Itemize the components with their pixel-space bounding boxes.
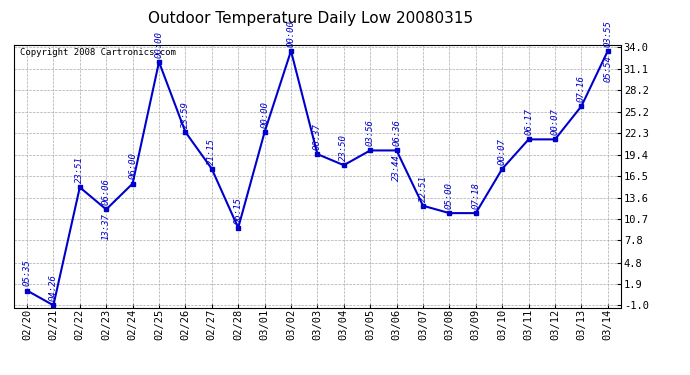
Text: 00:00: 00:00 [260,101,269,128]
Text: 07:16: 07:16 [577,75,586,102]
Text: 00:07: 00:07 [497,138,506,165]
Text: 23:59: 23:59 [181,101,190,128]
Text: 00:07: 00:07 [551,108,560,135]
Text: 00:00: 00:00 [155,31,164,58]
Text: 23:51: 23:51 [75,156,84,183]
Text: 21:15: 21:15 [207,138,216,165]
Text: 23:44: 23:44 [392,154,401,182]
Text: 06:00: 06:00 [128,153,137,180]
Text: 06:36: 06:36 [392,119,401,146]
Text: 00:00: 00:00 [286,20,295,47]
Text: 06:37: 06:37 [313,123,322,150]
Text: 05:00: 05:00 [445,182,454,209]
Text: 23:50: 23:50 [339,134,348,161]
Text: 03:56: 03:56 [366,119,375,146]
Text: 06:17: 06:17 [524,108,533,135]
Text: 05:35: 05:35 [23,260,32,286]
Text: 13:37: 13:37 [101,214,110,240]
Text: Copyright 2008 Cartronics.com: Copyright 2008 Cartronics.com [20,48,176,57]
Text: Outdoor Temperature Daily Low 20080315: Outdoor Temperature Daily Low 20080315 [148,11,473,26]
Text: 05:54: 05:54 [603,55,612,82]
Text: 04:26: 04:26 [49,274,58,301]
Text: 03:55: 03:55 [603,20,612,47]
Text: 06:06: 06:06 [101,178,110,205]
Text: 06:15: 06:15 [234,197,243,224]
Text: 22:51: 22:51 [419,175,428,202]
Text: 07:18: 07:18 [471,182,480,209]
